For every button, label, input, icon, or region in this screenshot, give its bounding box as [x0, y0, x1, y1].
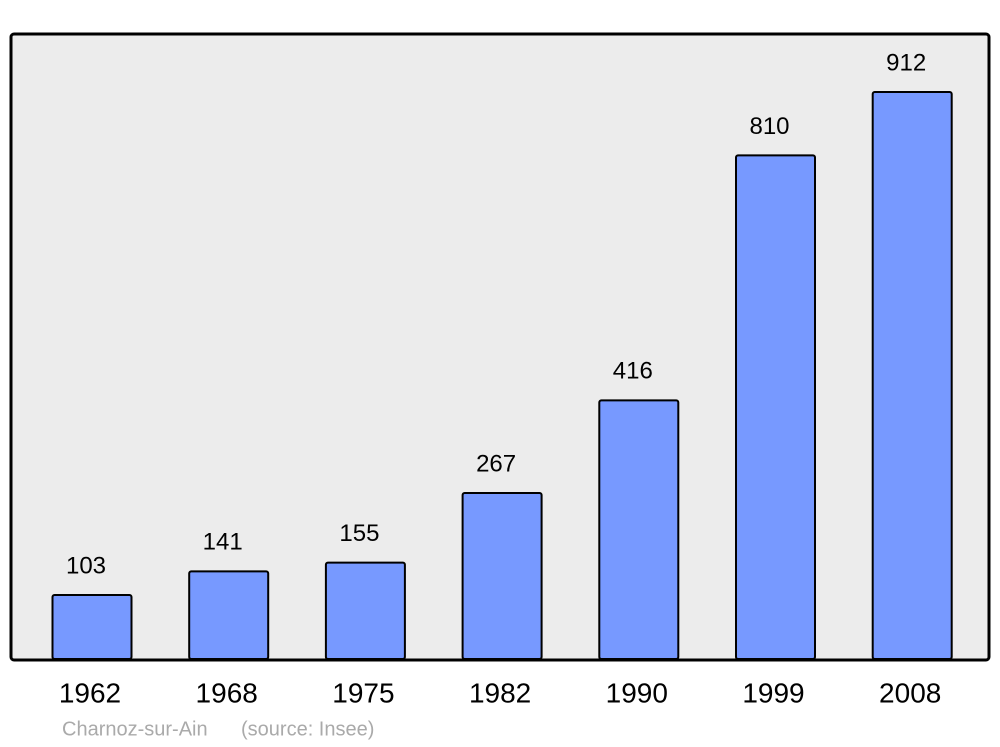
value-label: 267	[476, 450, 516, 477]
value-label: 103	[66, 552, 106, 579]
bar	[324, 561, 406, 661]
value-label: 912	[886, 49, 926, 76]
bar	[51, 593, 133, 660]
bar	[871, 91, 953, 660]
value-label: 810	[749, 113, 789, 140]
value-label: 416	[613, 358, 653, 385]
x-tick-label: 1975	[332, 677, 394, 708]
x-tick-label: 1982	[469, 677, 531, 708]
bar	[188, 570, 270, 660]
x-tick-label: 2008	[879, 677, 941, 708]
bar	[598, 399, 680, 660]
bar	[735, 154, 816, 661]
value-label: 155	[339, 520, 379, 547]
bar	[461, 492, 543, 660]
footer-source: (source: Insee)	[241, 718, 374, 740]
footer-place: Charnoz-sur-Ain	[62, 718, 208, 740]
x-tick-label: 1968	[196, 677, 258, 708]
x-tick-label: 1999	[742, 677, 804, 708]
x-tick-label: 1962	[59, 677, 121, 708]
value-label: 141	[203, 529, 243, 556]
x-tick-label: 1990	[606, 677, 668, 708]
